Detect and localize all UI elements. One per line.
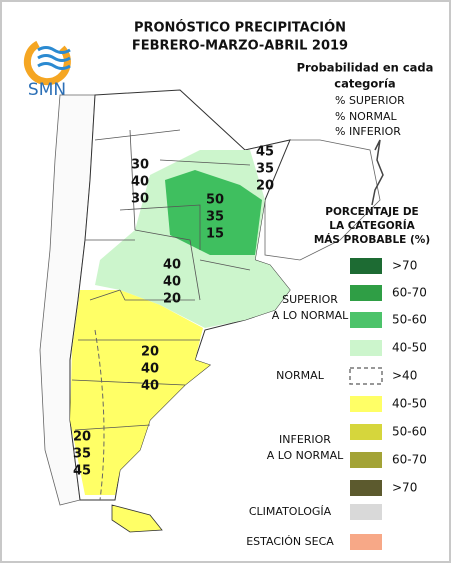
swatch [350,285,382,301]
swatch [350,534,382,550]
group-label: SUPERIOR [282,293,338,306]
group-label: CLIMATOLOGÍA [249,505,332,518]
probability-label: 15 [206,227,224,242]
swatch [350,424,382,440]
probability-label: 20 [256,179,274,194]
group-label: A LO NORMAL [267,449,344,462]
group-label: NORMAL [276,369,325,382]
swatch-label: 40-50 [392,341,427,355]
swatch-label: >70 [392,481,417,495]
probability-label: 45 [73,464,91,479]
legend-item: % NORMAL [335,110,397,123]
probability-label: 20 [141,345,159,360]
logo: SMN [23,40,71,100]
probability-label: 20 [163,292,181,307]
province-borders [71,129,251,431]
probability-label: 40 [141,362,159,377]
title-line: FEBRERO-MARZO-ABRIL 2019 [132,39,348,54]
probability-label: 40 [163,275,181,290]
legend-item: % SUPERIOR [335,94,405,107]
probability-label: 20 [73,430,91,445]
swatch [349,367,383,385]
swatch-label: 60-70 [392,453,427,467]
legend-swatches: >70 60-70 50-60 40-50 >40 40-50 50-60 60-70 >70 [349,258,427,496]
logo-text: SMN [28,80,66,100]
map-labels: 30 40 30 45 35 20 50 35 15 40 40 20 20 40 40 20 35 45 [73,145,274,479]
region-inferior-40-50 [70,290,210,495]
legend-title: MÁS PROBABLE (%) [314,233,430,246]
probability-label: 40 [141,379,159,394]
probability-label: 35 [73,447,91,462]
legend-title: Probabilidad en cada [297,61,434,75]
probability-label: 35 [206,210,224,225]
legend-title: PORCENTAJE DE [325,206,418,218]
probability-label: 35 [256,162,274,177]
swatch-label: >70 [392,259,417,273]
region-superior-50-60 [165,170,262,255]
group-label: A LO NORMAL [272,309,349,322]
swatch-label: 50-60 [392,425,427,439]
probability-label: 45 [256,145,274,160]
swatch-label: 50-60 [392,313,427,327]
group-label: INFERIOR [279,433,331,446]
swatch-label: >40 [392,369,417,383]
swatch [350,480,382,496]
legend-title: categoría [334,77,395,91]
swatch [350,396,382,412]
probability-label: 40 [163,258,181,273]
swatch [350,258,382,274]
tierra-del-fuego [111,504,163,533]
swatch [350,452,382,468]
coast [371,139,384,206]
swatch [350,340,382,356]
probability-label: 30 [131,192,149,207]
swatch-label: 40-50 [392,397,427,411]
title-line: PRONÓSTICO PRECIPITACIÓN [134,20,346,36]
swatch [350,312,382,328]
swatch [350,504,382,520]
swatch-label: 60-70 [392,286,427,300]
probability-label: 30 [131,158,149,173]
legend-item: % INFERIOR [335,125,401,138]
probability-label: 40 [131,175,149,190]
legend-title: LA CATEGORÍA [329,219,415,232]
group-label: ESTACIÓN SECA [246,535,334,548]
probability-label: 50 [206,193,224,208]
